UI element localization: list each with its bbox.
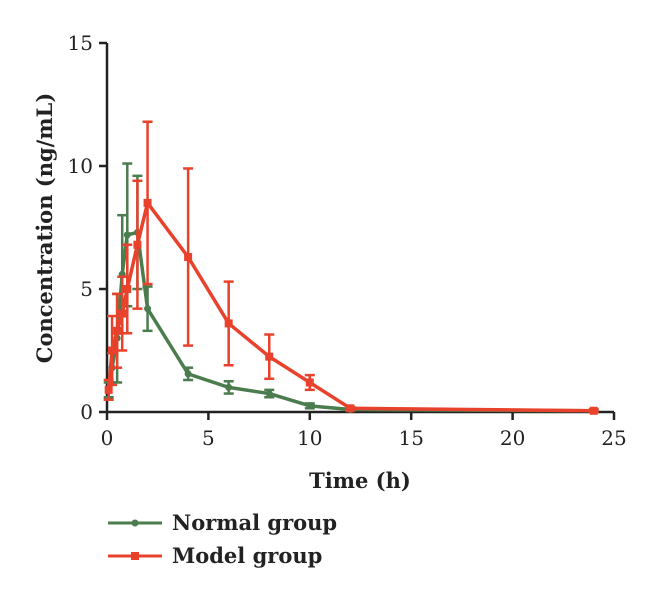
x-tick-label: 15 — [398, 426, 423, 450]
x-tick-label: 10 — [297, 426, 322, 450]
legend: Normal group Model group — [108, 510, 337, 568]
legend-marker-model-group — [131, 552, 139, 560]
x-axis-ticks: 0 5 10 15 20 25 — [101, 412, 627, 450]
data-point — [265, 390, 273, 398]
x-tick-label: 20 — [500, 426, 525, 450]
series-line — [106, 230, 594, 413]
series-model-group — [103, 120, 599, 415]
legend-marker-normal-group — [131, 519, 139, 527]
series-line — [106, 201, 594, 413]
y-axis-ticks: 0 5 10 15 — [68, 31, 107, 424]
legend-item-normal-group: Normal group — [108, 510, 337, 535]
x-tick-label: 0 — [101, 426, 114, 450]
y-tick-label: 0 — [80, 400, 93, 424]
series-layer — [103, 120, 599, 415]
data-point — [224, 319, 233, 328]
legend-label-model-group: Model group — [172, 543, 322, 568]
data-point — [225, 383, 233, 391]
data-point — [184, 370, 192, 378]
legend-item-model-group: Model group — [108, 543, 322, 568]
y-tick-label: 5 — [80, 277, 93, 301]
data-point — [143, 198, 152, 207]
data-point — [123, 231, 131, 239]
chart-axes — [105, 43, 614, 414]
x-axis-title: Time (h) — [309, 468, 411, 493]
data-point — [104, 385, 113, 394]
data-point — [346, 404, 355, 413]
data-point — [133, 240, 142, 249]
y-tick-label: 10 — [68, 154, 93, 178]
y-tick-label: 15 — [68, 31, 93, 55]
x-tick-label: 25 — [601, 426, 626, 450]
data-point — [305, 378, 314, 387]
y-axis-title: Concentration (ng/mL) — [32, 93, 57, 364]
data-point — [306, 402, 314, 410]
data-point — [265, 352, 274, 361]
data-point — [184, 253, 193, 262]
legend-label-normal-group: Normal group — [172, 510, 337, 535]
data-point — [144, 305, 152, 313]
data-point — [589, 406, 598, 415]
data-point — [108, 346, 117, 355]
data-point — [123, 285, 132, 293]
series-normal-group — [103, 162, 599, 415]
data-point — [118, 309, 127, 318]
data-point — [113, 326, 122, 335]
x-tick-label: 5 — [202, 426, 215, 450]
